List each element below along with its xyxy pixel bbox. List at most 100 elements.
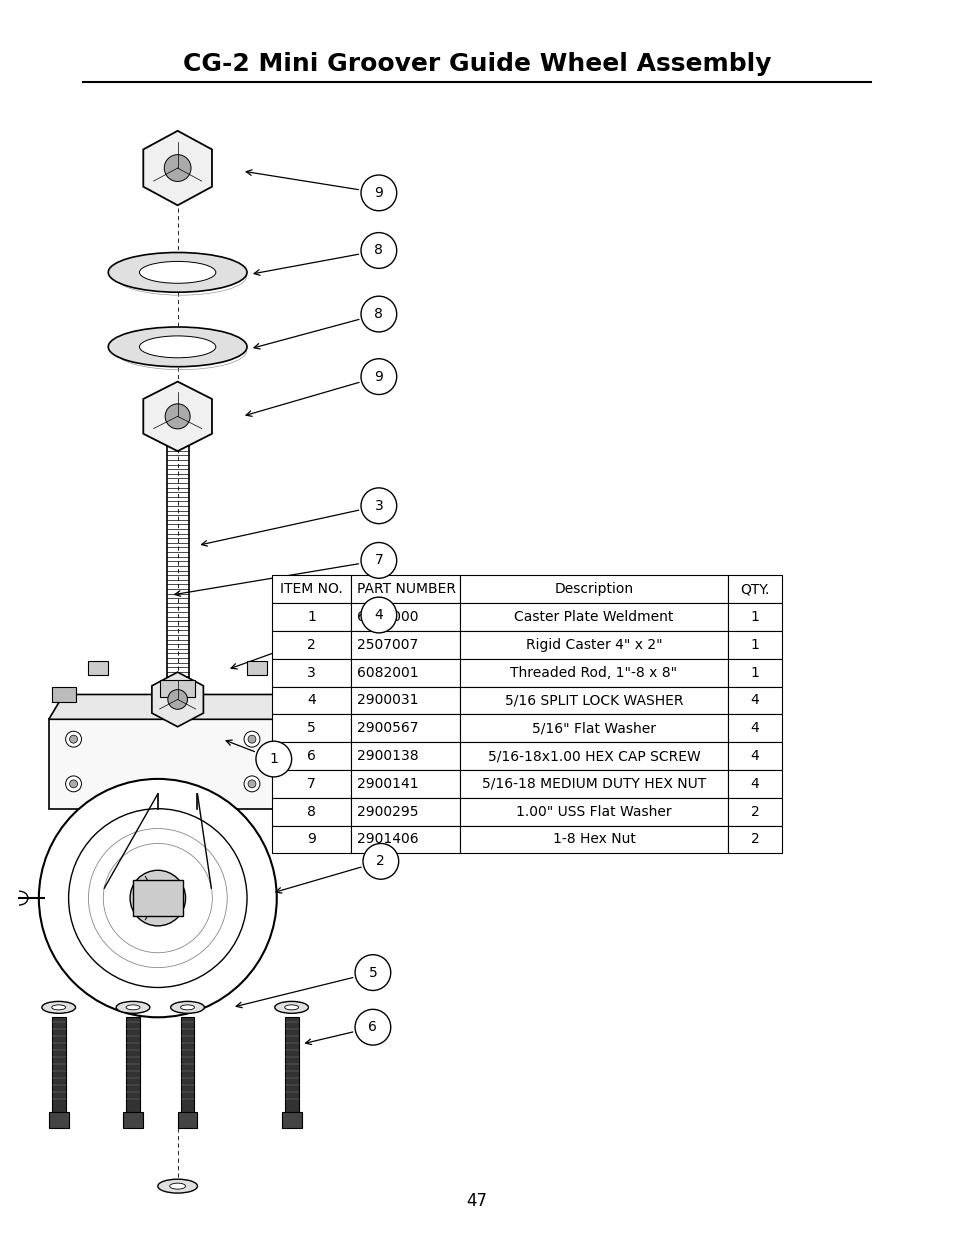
Ellipse shape — [180, 1005, 194, 1010]
Circle shape — [39, 779, 276, 1018]
Bar — [459, 631, 727, 658]
Circle shape — [255, 741, 292, 777]
Bar — [351, 687, 459, 714]
Bar — [123, 1112, 143, 1128]
Text: 6082000: 6082000 — [356, 610, 418, 624]
Circle shape — [164, 154, 191, 182]
Text: Description: Description — [554, 582, 633, 597]
Text: 5/16" Flat Washer: 5/16" Flat Washer — [532, 721, 656, 735]
Text: 2900295: 2900295 — [356, 805, 418, 819]
Text: 1: 1 — [750, 610, 759, 624]
Text: 7: 7 — [307, 777, 315, 790]
Text: 9: 9 — [374, 186, 383, 200]
Text: Caster Plate Weldment: Caster Plate Weldment — [514, 610, 673, 624]
Text: 3: 3 — [307, 666, 315, 679]
Text: 2: 2 — [750, 832, 759, 846]
Text: 5: 5 — [307, 721, 315, 735]
Text: 5: 5 — [368, 966, 376, 979]
Text: 2: 2 — [376, 855, 385, 868]
Text: 4: 4 — [750, 777, 759, 790]
Circle shape — [165, 404, 190, 429]
Bar — [51, 687, 75, 703]
Bar — [272, 631, 351, 658]
Bar — [727, 576, 781, 603]
Bar — [272, 603, 351, 631]
Polygon shape — [143, 131, 212, 205]
Bar — [272, 714, 351, 742]
Text: Threaded Rod, 1"-8 x 8": Threaded Rod, 1"-8 x 8" — [510, 666, 677, 679]
Circle shape — [355, 1009, 391, 1045]
Ellipse shape — [116, 1002, 150, 1013]
Text: QTY.: QTY. — [740, 582, 769, 597]
Text: 5/16-18x1.00 HEX CAP SCREW: 5/16-18x1.00 HEX CAP SCREW — [487, 750, 700, 763]
Bar — [351, 742, 459, 769]
Bar — [351, 714, 459, 742]
Text: 4: 4 — [750, 693, 759, 708]
Text: 2901406: 2901406 — [356, 832, 418, 846]
Text: 7: 7 — [375, 553, 383, 567]
Text: 4: 4 — [307, 693, 315, 708]
Bar — [49, 1112, 69, 1128]
Bar — [180, 1018, 194, 1112]
Bar — [459, 714, 727, 742]
Text: 2507007: 2507007 — [356, 637, 417, 652]
Circle shape — [360, 175, 396, 211]
Circle shape — [244, 731, 259, 747]
Text: 1-8 Hex Nut: 1-8 Hex Nut — [552, 832, 635, 846]
Bar — [459, 742, 727, 769]
Bar — [272, 742, 351, 769]
Circle shape — [360, 232, 396, 268]
Text: 47: 47 — [466, 1192, 487, 1210]
Circle shape — [248, 779, 255, 788]
Bar — [51, 1018, 66, 1112]
Text: 2: 2 — [307, 637, 315, 652]
Bar — [459, 769, 727, 798]
Circle shape — [244, 776, 259, 792]
Text: 9: 9 — [374, 369, 383, 384]
Polygon shape — [49, 719, 276, 809]
Circle shape — [70, 735, 77, 743]
Bar — [272, 825, 351, 853]
Text: 8: 8 — [374, 308, 383, 321]
Circle shape — [360, 488, 396, 524]
Bar — [727, 742, 781, 769]
Polygon shape — [49, 694, 292, 719]
Bar — [351, 576, 459, 603]
Ellipse shape — [284, 1005, 298, 1010]
Text: 2900141: 2900141 — [356, 777, 418, 790]
Bar — [459, 825, 727, 853]
Text: CG-2 Mini Groover Guide Wheel Assembly: CG-2 Mini Groover Guide Wheel Assembly — [183, 52, 770, 75]
Bar — [272, 687, 351, 714]
Text: 2900138: 2900138 — [356, 750, 418, 763]
Ellipse shape — [139, 336, 215, 358]
Circle shape — [360, 598, 396, 632]
Bar — [272, 769, 351, 798]
Bar — [459, 603, 727, 631]
Bar — [247, 661, 267, 674]
Bar — [351, 603, 459, 631]
Ellipse shape — [108, 252, 247, 293]
Circle shape — [66, 731, 81, 747]
Polygon shape — [276, 694, 292, 809]
Text: PART NUMBER: PART NUMBER — [356, 582, 456, 597]
Bar — [459, 576, 727, 603]
Text: 6: 6 — [368, 1020, 377, 1034]
Bar — [459, 798, 727, 825]
Text: 4: 4 — [375, 608, 383, 622]
Bar — [351, 658, 459, 687]
Text: 4: 4 — [750, 750, 759, 763]
Bar — [727, 769, 781, 798]
Bar — [351, 825, 459, 853]
Circle shape — [360, 296, 396, 332]
Text: 4: 4 — [750, 721, 759, 735]
Bar — [279, 687, 303, 703]
Bar — [727, 658, 781, 687]
Text: 2900031: 2900031 — [356, 693, 418, 708]
Text: 1: 1 — [750, 666, 759, 679]
Bar — [459, 658, 727, 687]
Bar — [351, 631, 459, 658]
Text: 1: 1 — [750, 637, 759, 652]
Circle shape — [168, 689, 187, 709]
Ellipse shape — [139, 262, 215, 283]
Bar — [177, 1112, 197, 1128]
